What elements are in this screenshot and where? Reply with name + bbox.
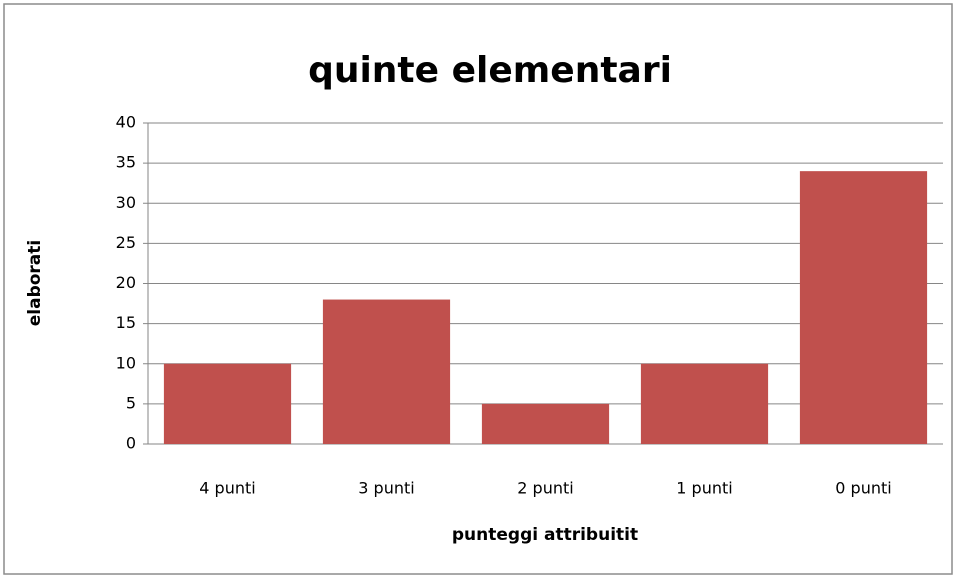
x-tick-label: 0 punti — [835, 479, 891, 498]
bar — [163, 363, 292, 444]
y-tick-label: 25 — [116, 233, 136, 252]
x-tick-label: 1 punti — [676, 479, 732, 498]
y-tick-label: 0 — [126, 434, 136, 453]
bar — [640, 363, 769, 444]
bar — [481, 403, 610, 444]
y-axis-title: elaborati — [25, 240, 45, 327]
x-axis-title: punteggi attribuitit — [452, 525, 638, 545]
y-tick-label: 30 — [116, 193, 136, 212]
bar — [322, 299, 451, 444]
y-tick-label: 10 — [116, 353, 136, 372]
chart-title: quinte elementari — [308, 50, 672, 91]
chart-frame — [3, 3, 953, 575]
y-tick-label: 5 — [126, 393, 136, 412]
y-tick-label: 35 — [116, 153, 136, 172]
y-tick-label: 20 — [116, 273, 136, 292]
y-tick-label: 15 — [116, 313, 136, 332]
x-tick-label: 3 punti — [358, 479, 414, 498]
x-tick-label: 2 punti — [517, 479, 573, 498]
x-tick-label: 4 punti — [199, 479, 255, 498]
bar — [799, 171, 928, 444]
y-tick-label: 40 — [116, 113, 136, 132]
